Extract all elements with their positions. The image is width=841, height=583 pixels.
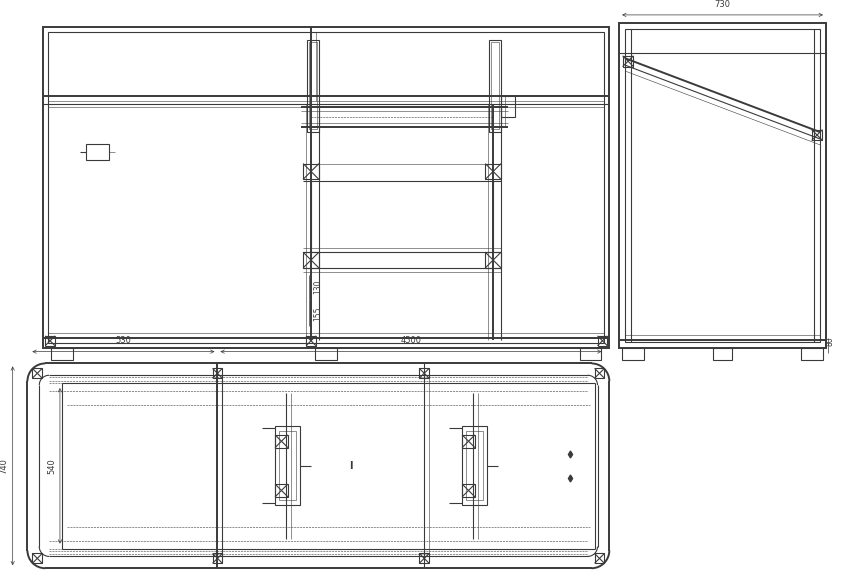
Bar xyxy=(307,40,319,132)
Bar xyxy=(579,347,601,360)
Bar xyxy=(619,23,826,347)
Bar xyxy=(274,426,300,505)
Bar xyxy=(463,435,475,448)
Bar xyxy=(622,347,643,360)
Bar xyxy=(303,164,319,180)
Bar xyxy=(501,96,515,117)
Text: 130: 130 xyxy=(313,279,322,294)
Text: 80: 80 xyxy=(825,336,834,346)
Bar xyxy=(595,553,605,563)
Bar xyxy=(712,347,733,360)
Bar xyxy=(48,31,605,343)
Bar xyxy=(489,40,501,132)
Bar xyxy=(463,484,475,497)
Bar xyxy=(595,368,605,378)
Bar xyxy=(485,164,501,180)
Bar xyxy=(597,336,607,346)
Bar xyxy=(306,336,316,346)
Text: 4500: 4500 xyxy=(400,336,421,345)
Text: 730: 730 xyxy=(715,0,731,9)
Bar xyxy=(275,484,288,497)
Bar xyxy=(51,347,72,360)
Bar xyxy=(32,553,42,563)
Bar xyxy=(462,426,487,505)
Text: 530: 530 xyxy=(115,336,131,345)
Bar xyxy=(86,144,109,160)
Bar xyxy=(278,431,296,500)
Bar xyxy=(485,252,501,268)
Bar xyxy=(43,27,610,347)
Bar xyxy=(420,553,429,563)
Bar xyxy=(309,43,317,129)
Text: I: I xyxy=(349,461,352,471)
Bar xyxy=(303,252,319,268)
Bar xyxy=(45,336,55,346)
Bar xyxy=(213,553,222,563)
Text: 740: 740 xyxy=(0,458,8,474)
Bar xyxy=(622,56,633,66)
Text: 155: 155 xyxy=(313,307,322,321)
Bar xyxy=(420,368,429,378)
Bar xyxy=(213,368,222,378)
Bar xyxy=(32,368,42,378)
Bar xyxy=(801,347,823,360)
Text: 540: 540 xyxy=(47,458,56,474)
Bar xyxy=(625,29,820,342)
Bar xyxy=(491,43,499,129)
Bar xyxy=(812,129,822,141)
Bar xyxy=(315,347,336,360)
Bar xyxy=(466,431,484,500)
Bar xyxy=(275,435,288,448)
